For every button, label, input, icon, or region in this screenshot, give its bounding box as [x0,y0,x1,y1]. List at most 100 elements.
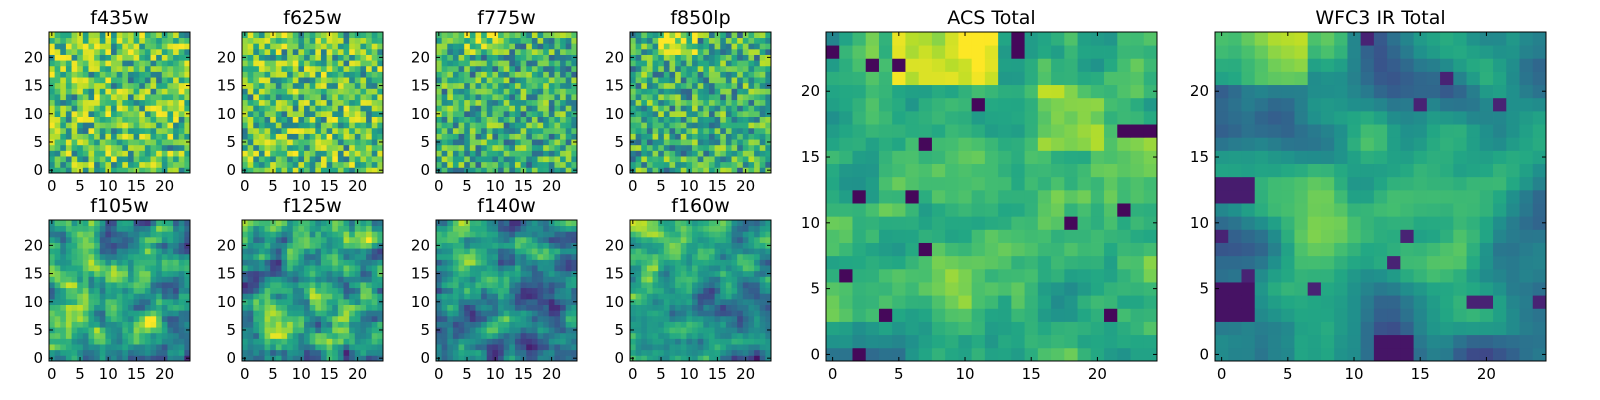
heatmap-cell [646,48,653,55]
heatmap-cell [349,60,356,67]
heatmap-cell [127,276,134,283]
heatmap-cell [526,60,533,67]
heatmap-cell [349,332,356,339]
heatmap-cell [759,167,766,174]
heatmap-cell [354,327,361,334]
heatmap-cell [258,77,265,84]
heatmap-cell [332,127,339,134]
heatmap-cell [469,32,476,39]
heatmap-cell [173,82,180,89]
heatmap-cell [441,99,448,106]
heatmap-cell [116,253,123,260]
heatmap-cell [436,287,443,294]
heatmap-cell [184,65,191,72]
heatmap-cell [366,77,373,84]
heatmap-cell [447,77,454,84]
heatmap-cell [675,344,682,351]
heatmap-cell [509,344,516,351]
heatmap-cell [669,150,676,157]
heatmap-cell [173,298,180,305]
heatmap-cell [326,293,333,300]
heatmap-cell [731,298,738,305]
heatmap-cell [663,77,670,84]
heatmap-cell [737,150,744,157]
heatmap-cell [452,282,459,289]
heatmap-cell [377,304,384,311]
heatmap-cell [309,327,316,334]
heatmap-cell [492,161,499,168]
heatmap-cell [543,110,550,117]
heatmap-cell [54,105,61,112]
heatmap-cell [464,242,471,249]
heatmap-cell [139,161,146,168]
heatmap-cell [436,105,443,112]
heatmap-cell [731,276,738,283]
heatmap-cell [60,225,67,232]
heatmap-cell [332,344,339,351]
heatmap-cell [452,161,459,168]
heatmap-cell [178,116,185,123]
heatmap-cell [264,116,271,123]
heatmap-cell [332,225,339,232]
heatmap-cells [49,32,191,174]
heatmap-cell [178,99,185,106]
heatmap-cell [111,298,118,305]
heatmap-cell [258,48,265,55]
heatmap-cell [270,304,277,311]
heatmap-cell [708,332,715,339]
heatmap-cell [49,105,56,112]
heatmap-cell [520,161,527,168]
heatmap-cell [458,253,465,260]
heatmap-cell [320,282,327,289]
heatmap-cell [258,265,265,272]
heatmap-cell [464,231,471,238]
heatmap-cell [88,332,95,339]
heatmap-cell [354,144,361,151]
heatmap-cell [82,231,89,238]
heatmap-cell [725,110,732,117]
heatmap-cell [720,321,727,328]
heatmap-cell [565,156,572,163]
heatmap-cell [99,133,106,140]
heatmap-cell [737,293,744,300]
heatmap-cell [371,48,378,55]
heatmap-cell [475,349,482,356]
heatmap-cell [441,304,448,311]
heatmap-cell [377,259,384,266]
heatmap-cell [281,94,288,101]
heatmap-cell [65,293,72,300]
heatmap-cell [173,332,180,339]
heatmap-cell [326,65,333,72]
heatmap-cell [635,310,642,317]
panel-title: f160w [671,195,730,217]
heatmap-cell [531,259,538,266]
heatmap-cell [475,282,482,289]
heatmap-cell [54,54,61,61]
heatmap-cell [447,161,454,168]
heatmap-cell [481,293,488,300]
heatmap-cell [481,65,488,72]
heatmap-cell [686,144,693,151]
heatmap-cell [571,156,578,163]
heatmap-cell [481,259,488,266]
heatmap-cell [264,32,271,39]
heatmap-cell [498,287,505,294]
heatmap-cell [360,355,367,362]
heatmap-cell [99,150,106,157]
heatmap-cell [150,253,157,260]
heatmap-cell [326,265,333,272]
heatmap-cell [242,150,249,157]
heatmap-cell [178,332,185,339]
heatmap-cell [65,242,72,249]
heatmap-cell [475,54,482,61]
heatmap-cell [464,293,471,300]
heatmap-cell [543,88,550,95]
heatmap-cell [178,110,185,117]
heatmap-cell [759,310,766,317]
heatmap-cell [452,236,459,243]
heatmap-cell [65,287,72,294]
heatmap-cell [543,259,550,266]
heatmap-cell [737,60,744,67]
heatmap-cell [343,105,350,112]
heatmap-cells [630,32,772,174]
